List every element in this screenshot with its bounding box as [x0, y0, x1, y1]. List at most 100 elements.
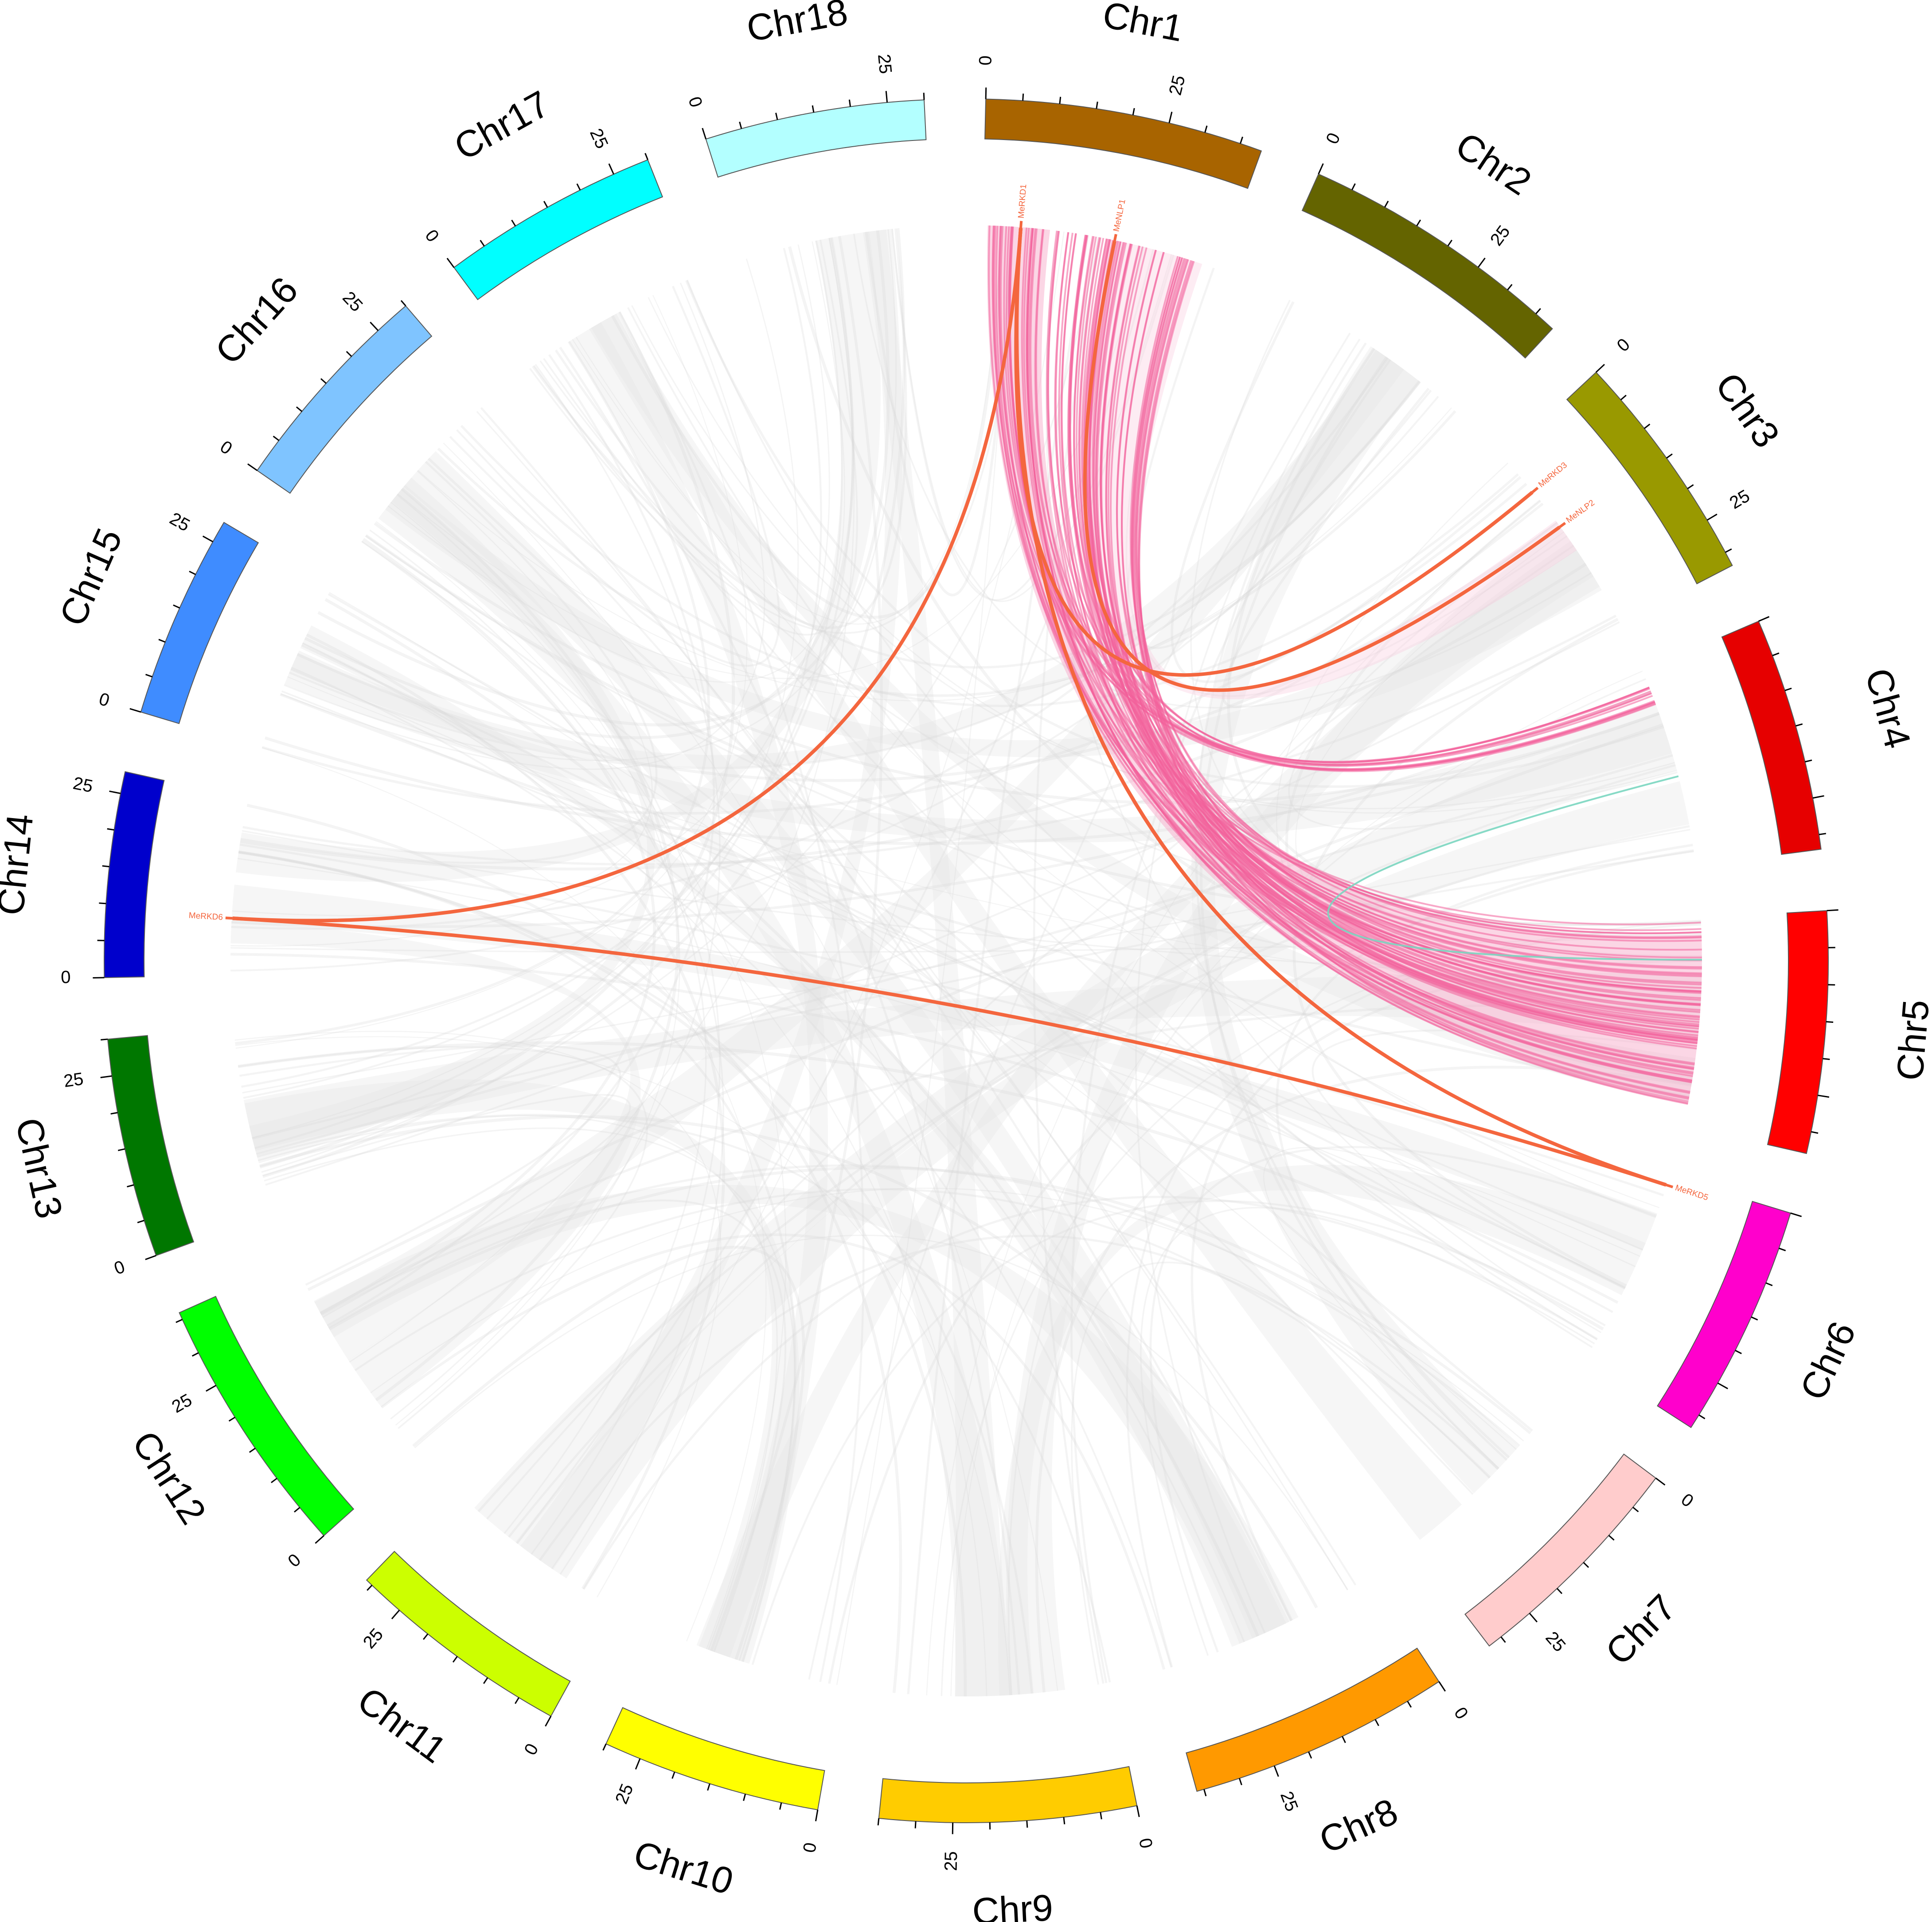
tick-chr17-0 — [446, 257, 455, 268]
chr1-chr5-link — [1021, 227, 1692, 1084]
synteny-link — [374, 522, 1660, 804]
tick-label-chr12-0: 0 — [284, 1550, 304, 1571]
synteny-link — [254, 248, 822, 1150]
chr-label-chr5: Chr5 — [1889, 998, 1932, 1082]
synteny-link — [258, 1115, 778, 1650]
synteny-link — [611, 226, 1004, 619]
tick-chr18-25 — [885, 91, 888, 103]
tick-label-chr9-25: 25 — [941, 1851, 961, 1871]
tick-chr6-10 — [1765, 1282, 1773, 1287]
gene-marker-merkd3[interactable] — [1531, 487, 1539, 494]
tick-chr13-15 — [117, 1148, 125, 1151]
synteny-link — [231, 357, 1389, 930]
chr-band-chr18[interactable] — [705, 99, 927, 178]
chr-band-chr4[interactable] — [1721, 620, 1822, 855]
tick-chr11-5 — [515, 1697, 519, 1704]
tick-chr9-0 — [1136, 1805, 1140, 1817]
tick-chr11-10 — [483, 1677, 488, 1684]
chr-band-chr8[interactable] — [1186, 1647, 1440, 1792]
chr-label-chr2: Chr2 — [1448, 124, 1539, 203]
synteny-ribbon — [230, 922, 641, 1407]
synteny-link — [941, 920, 1701, 1696]
chr-label-chr12: Chr12 — [124, 1424, 214, 1532]
chr-band-chr14[interactable] — [104, 771, 165, 979]
chr-band-chr1[interactable] — [984, 98, 1262, 189]
gene-marker-menlp1[interactable] — [1113, 234, 1117, 242]
tick-chr9-35 — [877, 1818, 880, 1826]
synteny-ribbon — [244, 1079, 800, 1664]
synteny-link — [516, 254, 1175, 1544]
gene-link-menlp1-menlp2[interactable] — [1083, 241, 1561, 692]
synteny-link — [302, 643, 987, 1696]
tick-chr12-15 — [249, 1447, 256, 1453]
synteny-link — [476, 411, 1348, 1591]
tick-chr18-5 — [739, 121, 742, 129]
tick-chr12-30 — [191, 1352, 199, 1357]
synteny-link — [262, 483, 1527, 815]
tick-chr10-0 — [815, 1809, 819, 1821]
tick-label-chr3-0: 0 — [1613, 335, 1634, 355]
chr1-chr5-link — [1078, 237, 1701, 999]
tick-label-chr14-0: 0 — [61, 967, 71, 987]
synteny-link — [618, 311, 865, 1682]
synteny-link — [508, 764, 1676, 1538]
synteny-link — [235, 341, 710, 1045]
tick-chr3-20 — [1687, 484, 1694, 489]
chr-band-chr9[interactable] — [878, 1766, 1138, 1823]
synteny-link — [369, 529, 707, 1534]
chr-band-chr17[interactable] — [453, 159, 664, 300]
chr-label-chr10: Chr10 — [629, 1832, 738, 1903]
tick-chr4-0 — [1758, 616, 1770, 622]
gene-label-merkd3: MeRKD3 — [1537, 460, 1569, 489]
tick-chr15-0 — [129, 708, 141, 713]
gene-link-merkd1-merkd5[interactable] — [1015, 228, 1667, 1187]
chr-band-chr13[interactable] — [107, 1035, 195, 1256]
chr-band-chr2[interactable] — [1301, 173, 1553, 359]
chr-band-chr16[interactable] — [256, 305, 433, 494]
synteny-link — [480, 407, 1292, 1622]
chr-band-chr7[interactable] — [1464, 1453, 1657, 1647]
tick-chr7-30 — [1500, 1636, 1506, 1643]
tick-chr3-5 — [1620, 394, 1627, 401]
chr-band-chr15[interactable] — [140, 522, 259, 724]
chr-band-chr10[interactable] — [605, 1707, 825, 1811]
synteny-link — [354, 1188, 1491, 1478]
gene-link-merkd6-merkd5[interactable] — [232, 916, 1667, 1187]
tick-chr5-30 — [1811, 1131, 1819, 1134]
chr-band-chr5[interactable] — [1767, 910, 1829, 1154]
gene-marker-menlp2[interactable] — [1558, 522, 1566, 528]
synteny-ribbon — [231, 885, 1657, 1251]
tick-chr10-20 — [671, 1771, 675, 1779]
tick-chr2-35 — [1535, 308, 1541, 315]
tick-chr10-15 — [707, 1783, 710, 1791]
synteny-link — [836, 226, 1013, 1685]
gene-label-merkd5: MeRKD5 — [1674, 1183, 1710, 1203]
chr-band-chr6[interactable] — [1657, 1201, 1791, 1428]
tick-label-chr8-0: 0 — [1450, 1704, 1472, 1723]
synteny-link — [328, 593, 1613, 1313]
synteny-link — [950, 671, 1643, 1696]
gene-marker-merkd5[interactable] — [1666, 1183, 1674, 1189]
chr-label-chr3: Chr3 — [1707, 365, 1788, 455]
chr-band-chr3[interactable] — [1566, 371, 1733, 585]
gene-link-merkd1-merkd3[interactable] — [1014, 228, 1534, 677]
synteny-link — [443, 442, 1058, 1691]
chr-label-chr7: Chr7 — [1597, 1586, 1684, 1672]
synteny-link — [238, 851, 796, 1662]
synteny-link — [237, 858, 1626, 1288]
synteny-ribbon — [314, 1185, 1299, 1644]
tick-label-chr3-25: 25 — [1726, 486, 1753, 513]
tick-chr4-20 — [1805, 759, 1812, 763]
synteny-link — [234, 1031, 722, 1598]
tick-label-chr8-25: 25 — [1276, 1789, 1302, 1814]
tick-chr7-5 — [1632, 1506, 1639, 1513]
tick-label-chr9-0: 0 — [1135, 1836, 1156, 1850]
tick-chr14-10 — [99, 902, 106, 904]
gene-link-merkd1-merkd6[interactable] — [232, 228, 1023, 923]
tick-chr8-10 — [1374, 1719, 1379, 1726]
chr-band-chr11[interactable] — [366, 1551, 571, 1717]
chr-band-chr12[interactable] — [179, 1296, 355, 1536]
synteny-link — [1071, 1261, 1490, 1685]
tick-chr13-30 — [100, 1038, 108, 1041]
chr1-chr5-link — [1026, 228, 1689, 1100]
